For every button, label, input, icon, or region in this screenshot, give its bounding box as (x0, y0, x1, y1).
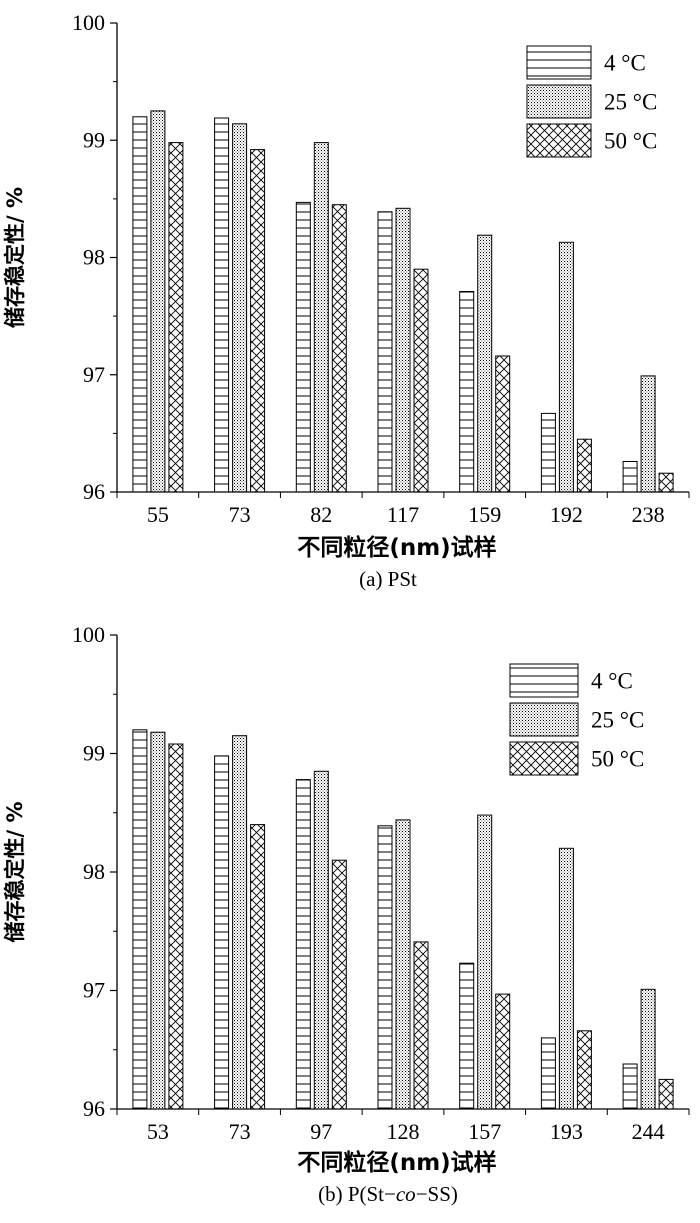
bar-crosshatch-157 (495, 993, 511, 1110)
bar-dots-73 (232, 735, 248, 1110)
bar-hlines-193 (540, 1037, 556, 1110)
bar-crosshatch-244 (658, 1078, 674, 1110)
y-tick-label: 96 (83, 479, 105, 504)
legend-swatch-hlines (526, 45, 592, 80)
y-tick-label: 100 (72, 622, 105, 647)
x-axis-title: 不同粒径(nm)试样 (297, 534, 496, 561)
legend-swatch-hlines (509, 663, 579, 698)
y-tick-label: 98 (83, 245, 105, 270)
bar-hlines-82 (295, 201, 311, 493)
y-tick-label: 97 (83, 362, 105, 387)
x-tick-label: 193 (550, 1119, 583, 1144)
x-tick-label: 128 (387, 1119, 420, 1144)
bar-hlines-244 (622, 1063, 638, 1110)
chart-b: 96 97 98 99 100 53 73 97 128 157 193 244 不同粒径(nm)试样 储… (3, 622, 690, 1206)
x-tick-label: 244 (632, 1119, 665, 1144)
x-tick-label: 53 (147, 1119, 169, 1144)
bar-crosshatch-159 (495, 355, 511, 493)
y-axis-title: 储存稳定性/ % (3, 187, 27, 328)
y-tick-label: 100 (72, 10, 105, 35)
bar-hlines-238 (622, 461, 638, 493)
x-tick-label: 73 (229, 1119, 251, 1144)
legend-label: 50 °C (591, 747, 644, 772)
bar-hlines-97 (295, 779, 311, 1110)
x-tick-label: 117 (387, 502, 419, 527)
x-tick-label: 73 (229, 502, 251, 527)
legend-swatch-crosshatch (509, 741, 579, 776)
bar-dots-97 (313, 770, 329, 1110)
chart-caption: (a) PSt (359, 567, 417, 591)
bar-crosshatch-128 (413, 941, 429, 1110)
legend-label: 25 °C (591, 708, 644, 733)
x-tick-label: 97 (310, 1119, 332, 1144)
bar-dots-192 (558, 241, 574, 493)
legend-label: 4 °C (604, 51, 646, 76)
bar-hlines-159 (459, 291, 475, 493)
y-tick-label: 99 (83, 127, 105, 152)
bar-dots-244 (640, 988, 656, 1110)
bar-hlines-192 (540, 412, 556, 493)
bar-hlines-55 (132, 116, 148, 493)
bar-dots-53 (150, 731, 166, 1110)
bar-hlines-73 (214, 117, 230, 493)
bar-dots-55 (150, 110, 166, 493)
bar-crosshatch-53 (168, 743, 184, 1110)
y-tick-label: 96 (83, 1096, 105, 1121)
bar-crosshatch-82 (331, 204, 347, 493)
bar-dots-193 (558, 847, 574, 1110)
y-tick-label: 97 (83, 978, 105, 1003)
bar-dots-117 (395, 207, 411, 493)
x-tick-label: 159 (468, 502, 501, 527)
bar-hlines-128 (377, 825, 393, 1110)
legend-label: 25 °C (604, 90, 657, 115)
bar-crosshatch-193 (576, 1030, 592, 1110)
bar-dots-82 (313, 142, 329, 493)
x-tick-label: 157 (468, 1119, 501, 1144)
bar-dots-73 (232, 123, 248, 493)
chart-caption: (b) P(St−co−SS) (318, 1182, 458, 1206)
bar-crosshatch-238 (658, 472, 674, 493)
x-tick-label: 238 (632, 502, 665, 527)
bar-crosshatch-117 (413, 268, 429, 493)
x-tick-label: 82 (310, 502, 332, 527)
x-tick-label: 55 (147, 502, 169, 527)
bar-hlines-53 (132, 729, 148, 1110)
x-axis-title: 不同粒径(nm)试样 (297, 1149, 496, 1176)
bar-crosshatch-192 (576, 438, 592, 493)
bar-dots-128 (395, 819, 411, 1110)
legend-swatch-dots (526, 84, 592, 119)
bar-crosshatch-97 (331, 859, 347, 1110)
bar-hlines-73 (214, 755, 230, 1110)
y-tick-label: 99 (83, 741, 105, 766)
legend-label: 4 °C (591, 669, 633, 694)
x-tick-label: 192 (550, 502, 583, 527)
legend-swatch-crosshatch (526, 123, 592, 158)
bar-crosshatch-55 (168, 142, 184, 493)
bar-hlines-117 (377, 211, 393, 493)
bar-dots-157 (477, 814, 493, 1110)
legend-swatch-dots (509, 702, 579, 737)
bar-dots-159 (477, 234, 493, 493)
bar-crosshatch-73 (250, 149, 266, 493)
y-axis-title: 储存稳定性/ % (3, 801, 27, 942)
bar-hlines-157 (459, 962, 475, 1110)
legend-label: 50 °C (604, 129, 657, 154)
bar-crosshatch-73 (250, 824, 266, 1110)
chart-a: 96 97 98 99 100 55 73 82 117 159 192 238 不同粒径(nm)试样 储… (3, 10, 690, 591)
bar-dots-238 (640, 375, 656, 493)
y-tick-label: 98 (83, 859, 105, 884)
